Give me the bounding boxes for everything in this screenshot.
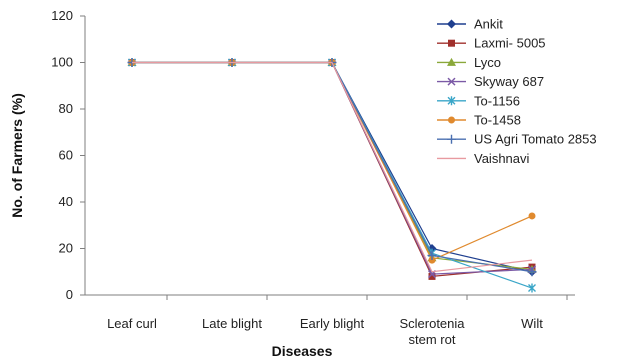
series-line [132,61,533,273]
series-line [132,61,533,289]
legend-item: Skyway 687 [437,74,544,89]
series-line [132,61,533,261]
legend-swatch-marker [447,77,456,86]
series-ankit [127,58,537,277]
legend-swatch-marker [447,96,456,106]
legend-label: To-1458 [474,113,521,128]
legend-item: Lyco [437,55,501,70]
legend-swatch-marker [447,134,456,144]
x-tick-label: Early blight [300,316,365,331]
x-tick-label: Leaf curl [107,316,157,331]
legend-item: Ankit [437,17,503,32]
axes: 0 20 40 60 80 100 120 Leaf curl Late blight Early… [51,8,575,347]
y-tick-label: 0 [66,287,73,302]
legend-label: Ankit [474,17,503,32]
series-vaishnavi [132,61,533,273]
data-point [527,267,537,277]
legend-label: US Agri Tomato 2853 [474,132,597,147]
series-line [132,61,533,278]
series-us-agri-tomato-2853 [127,58,537,277]
data-point [427,250,437,260]
legend-label: Lyco [474,55,501,70]
legend: Ankit Laxmi- 5005 Lyco Skyway 687 To-1156 To-… [437,17,597,166]
x-tick-label: Sclerotenia stem rot [399,316,465,347]
x-tick-label: Late blight [202,316,262,331]
y-tick-label: 20 [59,241,73,256]
legend-label: Laxmi- 5005 [474,36,546,51]
legend-swatch-marker [448,116,455,124]
legend-label: To-1156 [474,93,520,108]
legend-label: Skyway 687 [474,74,544,89]
x-tick-label: Wilt [521,316,543,331]
data-point [428,256,436,264]
legend-item: Laxmi- 5005 [437,36,546,51]
y-axis-title: No. of Farmers (%) [9,93,25,217]
legend-swatch-marker [447,19,456,29]
legend-swatch-marker [447,57,456,66]
legend-item: To-1458 [437,113,521,128]
series-skyway-687 [127,58,537,279]
x-axis-title: Diseases [272,343,333,359]
y-tick-label: 80 [59,101,73,116]
y-tick-label: 120 [51,8,73,23]
y-tick-label: 100 [51,55,73,70]
legend-item: To-1156 [437,93,520,108]
series-laxmi-5005 [128,59,536,280]
data-point [428,272,436,280]
series-line [132,61,533,273]
series-line [132,61,533,273]
y-tick-label: 60 [59,148,73,163]
series-layer [127,58,537,293]
data-point [528,212,536,220]
y-tick-label: 40 [59,194,73,209]
series-line [132,61,533,271]
legend-item: US Agri Tomato 2853 [437,132,597,147]
legend-item: Vaishnavi [437,151,530,166]
legend-swatch-marker [448,39,455,47]
legend-label: Vaishnavi [474,151,530,166]
data-point [528,283,536,293]
